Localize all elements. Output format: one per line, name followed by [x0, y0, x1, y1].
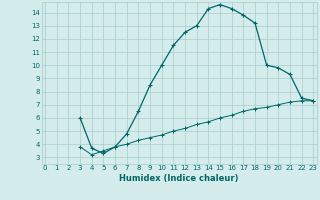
- X-axis label: Humidex (Indice chaleur): Humidex (Indice chaleur): [119, 174, 239, 183]
